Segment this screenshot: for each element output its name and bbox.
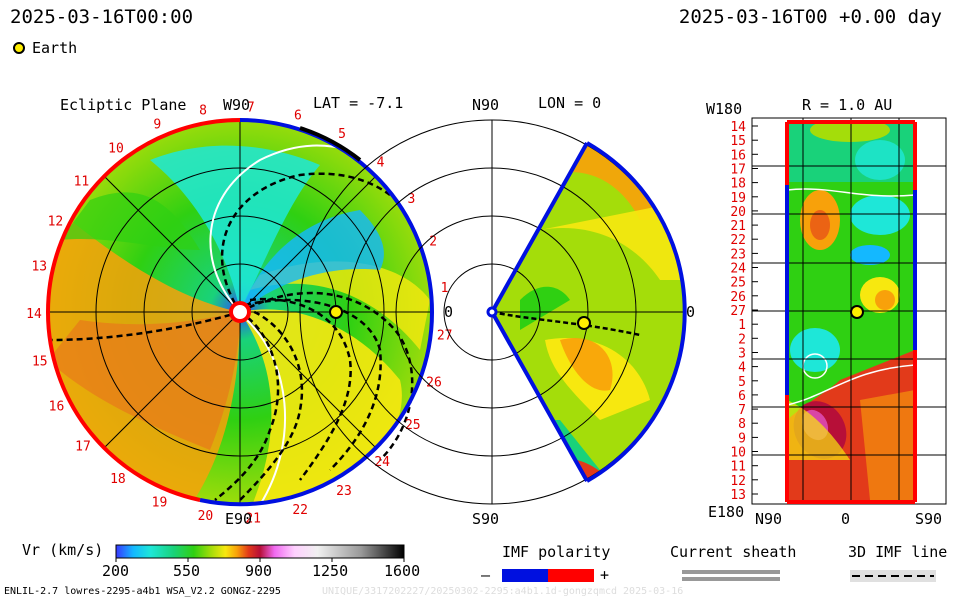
map-y-label: 15 [730, 134, 746, 149]
ecliptic-bottom-label: E90 [225, 510, 253, 528]
map-y-label: 8 [738, 417, 746, 432]
map-top-left-label: W180 [706, 100, 743, 118]
carrington-label: 8 [199, 103, 207, 118]
imf-polarity-label: IMF polarity [502, 543, 611, 561]
colorbar-tick-900: 900 [245, 562, 273, 580]
carrington-label: 11 [74, 175, 90, 190]
map-y-label: 20 [730, 205, 746, 220]
imf-plus: + [600, 566, 610, 584]
map-y-label: 27 [730, 304, 746, 319]
meridional-bottom-label: S90 [472, 510, 500, 528]
map-y-label: 11 [730, 460, 746, 475]
sun-icon [229, 301, 251, 323]
map-y-label: 4 [738, 361, 746, 376]
carrington-label: 15 [32, 355, 48, 370]
carrington-label: 5 [338, 127, 346, 142]
carrington-label: 21 [245, 512, 261, 527]
carrington-label: 20 [198, 509, 214, 524]
carrington-label: 22 [292, 503, 308, 518]
map-title: R = 1.0 AU [802, 96, 893, 114]
ecliptic-top-label: W90 [223, 96, 251, 114]
map-y-label: 1 [738, 318, 746, 333]
colorbar [115, 544, 405, 559]
carrington-label: 3 [407, 192, 415, 207]
meridional-top-label: N90 [472, 96, 500, 114]
carrington-label: 24 [374, 455, 390, 470]
carrington-label: 25 [405, 418, 421, 433]
footer-right: UNIQUE/3317202227/20250302-2295:a4b1.1d-… [322, 586, 684, 597]
earth-icon [13, 42, 25, 54]
earth-marker-map-icon [850, 305, 864, 319]
carrington-label: 9 [153, 117, 161, 132]
colorbar-tick-200: 200 [102, 562, 130, 580]
map-y-label: 3 [738, 347, 746, 362]
map-y-label: 9 [738, 431, 746, 446]
imf-negative-swatch [502, 569, 548, 582]
earth-marker-icon [329, 305, 343, 319]
map-y-label: 13 [730, 488, 746, 503]
map-y-label: 17 [730, 163, 746, 178]
carrington-label: 10 [108, 142, 124, 157]
imf-minus: – [481, 566, 491, 584]
header-right-time: 2025-03-16T00 +0.00 day [678, 6, 942, 28]
carrington-label: 23 [336, 484, 352, 499]
map-y-label: 6 [738, 389, 746, 404]
header-left-time: 2025-03-16T00:00 [10, 6, 194, 28]
map-y-label: 19 [730, 191, 746, 206]
map-y-label: 5 [738, 375, 746, 390]
ecliptic-panel [45, 118, 435, 507]
map-x-label-0: 0 [841, 510, 851, 528]
earth-marker-meridional-icon [577, 316, 591, 330]
map-y-label: 22 [730, 233, 746, 248]
carrington-label: 14 [26, 307, 42, 322]
ecliptic-title: Ecliptic Plane [60, 96, 187, 114]
map-y-label: 21 [730, 219, 746, 234]
carrington-label: 16 [49, 400, 65, 415]
map-y-label: 12 [730, 474, 746, 489]
carrington-label: 13 [31, 260, 47, 275]
current-sheath-swatch [682, 570, 780, 574]
ecliptic-right-label: 0 [444, 303, 454, 321]
colorbar-label: Vr (km/s) [22, 541, 104, 559]
colorbar-tick-1600: 1600 [384, 562, 421, 580]
map-y-label: 25 [730, 276, 746, 291]
colorbar-tick-1250: 1250 [312, 562, 349, 580]
map-y-label: 23 [730, 247, 746, 262]
map-y-label: 7 [738, 403, 746, 418]
map-y-label: 16 [730, 148, 746, 163]
carrington-label: 12 [48, 215, 64, 230]
meridional-lon-label: LON = 0 [538, 94, 602, 112]
imf-positive-swatch [548, 569, 594, 582]
map-y-label: 24 [730, 262, 746, 277]
map-y-labels: 1415161718192021222324252627123456789101… [730, 120, 758, 503]
carrington-label: 17 [75, 439, 91, 454]
map-panel [751, 117, 947, 505]
carrington-label: 19 [152, 496, 168, 511]
footer-left: ENLIL-2.7 lowres-2295-a4b1 WSA_V2.2 GONG… [4, 586, 281, 597]
map-y-label: 2 [738, 332, 746, 347]
current-sheath-label: Current sheath [670, 543, 797, 561]
carrington-label: 18 [110, 472, 126, 487]
map-x-label-s90: S90 [915, 510, 943, 528]
map-y-label: 18 [730, 177, 746, 192]
carrington-label: 6 [294, 108, 302, 123]
colorbar-tick-550: 550 [173, 562, 201, 580]
carrington-label: 1 [441, 281, 449, 296]
earth-legend [12, 40, 28, 60]
ecliptic-lat-label: LAT = -7.1 [313, 94, 404, 112]
earth-legend-label: Earth [32, 39, 78, 57]
carrington-label: 4 [377, 155, 385, 170]
map-bottom-left-label: E180 [708, 503, 745, 521]
imf-line-label: 3D IMF line [848, 543, 948, 561]
map-y-label: 10 [730, 446, 746, 461]
map-x-label-n90: N90 [755, 510, 783, 528]
carrington-label: 26 [426, 375, 442, 390]
carrington-label: 7 [247, 100, 255, 115]
map-y-label: 14 [730, 120, 746, 135]
map-y-label: 26 [730, 290, 746, 305]
meridional-right-label: 0 [686, 303, 696, 321]
carrington-label: 2 [429, 234, 437, 249]
